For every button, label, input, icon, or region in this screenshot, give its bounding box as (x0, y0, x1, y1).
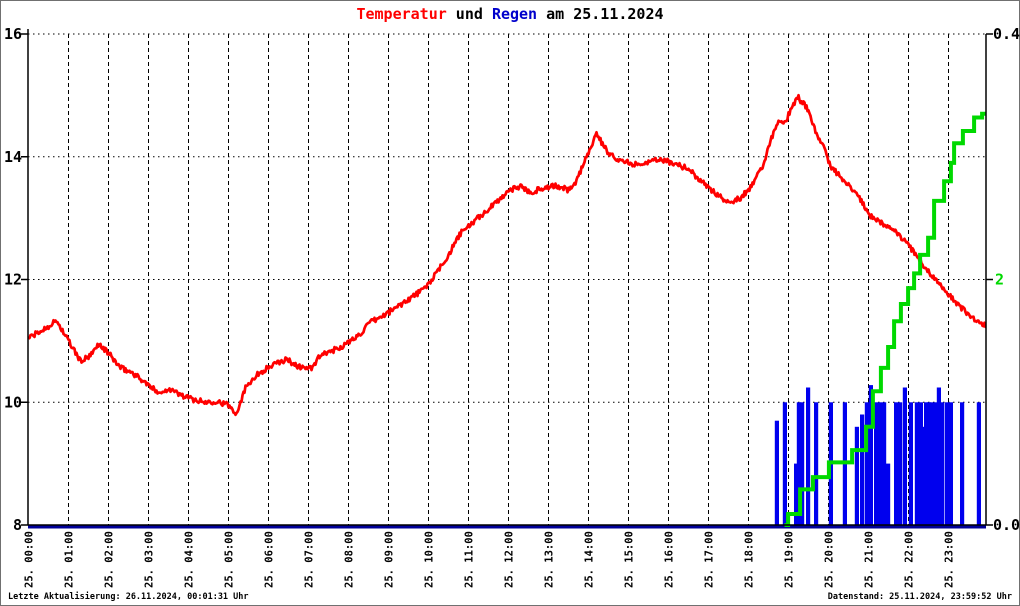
rain-bar (908, 402, 913, 526)
chart-plot-area: 16 14 12 10 8 0.4 0.0 2 25. 00:00 25. 01:00 25. 02… (4, 25, 1020, 588)
x-axis-tick-label: 25. 01:00 (64, 531, 76, 588)
rain-bar (920, 426, 925, 525)
rain-bar (924, 402, 929, 526)
rain-bar (854, 426, 859, 525)
x-axis-tick-label: 25. 21:00 (864, 531, 876, 588)
x-axis-tick-label: 25. 05:00 (224, 531, 236, 588)
x-axis-tick-label: 25. 08:00 (344, 531, 356, 588)
rain-bar (882, 402, 887, 526)
rain-bar (782, 402, 787, 526)
rain-bar (864, 402, 869, 526)
rain-bar (860, 414, 865, 525)
rain-bar (806, 387, 811, 525)
left-axis-tick-label: 10 (4, 393, 22, 411)
rain-bar (800, 402, 805, 526)
rain-bar (794, 463, 799, 525)
rain-bar (960, 402, 965, 526)
data-state-text: Datenstand: 25.11.2024, 23:59:52 Uhr (827, 592, 1012, 602)
x-axis-tick-label: 25. 10:00 (424, 531, 436, 588)
x-axis-tick-label: 25. 17:00 (704, 531, 716, 588)
x-axis-tick-label: 25. 06:00 (264, 531, 276, 588)
title-regen: Regen (491, 5, 538, 23)
x-axis-tick-label: 25. 18:00 (744, 531, 756, 588)
x-axis-tick-label: 25. 13:00 (544, 531, 556, 588)
rain-bar (902, 387, 907, 525)
x-axis-tick-label: 25. 12:00 (504, 531, 516, 588)
rain-bar (886, 463, 891, 525)
x-axis-tick-label: 25. 16:00 (664, 531, 676, 588)
rain-bar (934, 402, 939, 526)
rain-bar (814, 402, 819, 526)
rain-sum-axis-label: 2 (995, 271, 1004, 289)
rain-bar (976, 402, 981, 526)
x-axis-tick-label: 25. 23:00 (944, 531, 956, 588)
axes (21, 29, 993, 526)
x-axis-tick-label: 25. 07:00 (304, 531, 316, 588)
x-axis-tick-label: 25. 20:00 (824, 531, 836, 588)
rain-bar (894, 402, 899, 526)
x-axis-tick-label: 25. 19:00 (784, 531, 796, 588)
title-temperatur: Temperatur (356, 5, 447, 23)
rain-bar (936, 387, 941, 525)
left-axis-labels: 16 14 12 10 8 (4, 25, 22, 534)
temperature-line (28, 93, 986, 417)
title-date: am 25.11.2024 (537, 5, 664, 23)
rain-bars (774, 385, 981, 526)
rain-bar (878, 402, 883, 526)
x-axis-tick-label: 25. 15:00 (624, 531, 636, 588)
rain-bar (898, 402, 903, 526)
rain-bar (940, 402, 945, 526)
right-axis-bottom-label: 0.0 (993, 516, 1020, 534)
right-axis-labels: 0.4 0.0 2 (993, 25, 1020, 534)
rain-sum-line (784, 111, 986, 527)
x-axis-tick-label: 25. 11:00 (464, 531, 476, 588)
right-axis-top-label: 0.4 (993, 25, 1020, 43)
x-axis-tick-label: 25. 00:00 (24, 531, 36, 588)
rain-bar (796, 402, 801, 526)
x-axis-labels: 25. 00:00 25. 01:00 25. 02:00 25. 03:00 25. … (24, 531, 956, 588)
left-axis-tick-label: 14 (4, 148, 22, 166)
rain-bar (868, 385, 873, 525)
rain-bar (926, 402, 931, 526)
x-axis-tick-label: 25. 02:00 (104, 531, 116, 588)
x-axis-tick-label: 25. 22:00 (904, 531, 916, 588)
rain-bar (944, 402, 949, 526)
left-axis-tick-label: 12 (4, 271, 22, 289)
x-axis-tick-label: 25. 14:00 (584, 531, 596, 588)
rain-bar (774, 420, 779, 525)
x-axis-tick-label: 25. 03:00 (144, 531, 156, 588)
x-axis-tick-label: 25. 04:00 (184, 531, 196, 588)
left-axis-tick-label: 8 (13, 516, 22, 534)
rain-bar (914, 402, 919, 526)
chart-title: Temperatur und Regen am 25.11.2024 (1, 5, 1019, 23)
rain-bar (874, 402, 879, 526)
last-update-text: Letzte Aktualisierung: 26.11.2024, 00:01… (8, 592, 249, 602)
rain-bar (948, 402, 953, 526)
gridlines (28, 33, 986, 525)
title-und: und (446, 5, 492, 23)
rain-bar (930, 402, 935, 526)
x-axis-tick-label: 25. 09:00 (384, 531, 396, 588)
left-axis-tick-label: 16 (4, 25, 22, 43)
